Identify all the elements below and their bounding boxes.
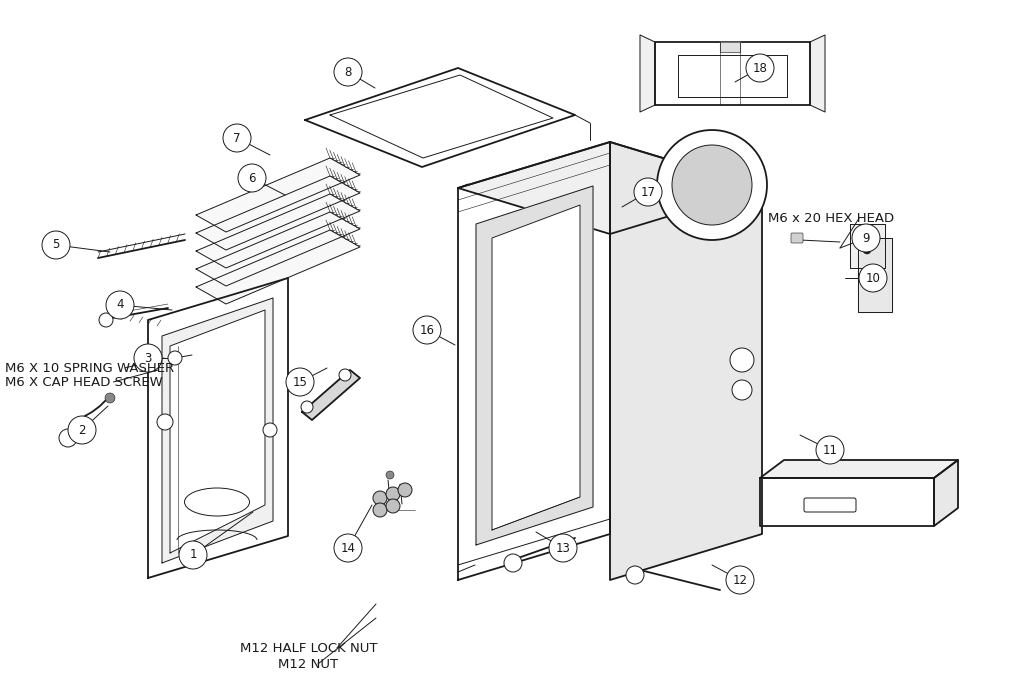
Circle shape bbox=[238, 164, 266, 192]
Polygon shape bbox=[302, 370, 360, 420]
Circle shape bbox=[386, 487, 400, 501]
Circle shape bbox=[42, 231, 70, 259]
Polygon shape bbox=[655, 42, 810, 105]
Text: M6 X 10 SPRING WASHER: M6 X 10 SPRING WASHER bbox=[5, 361, 174, 374]
Circle shape bbox=[179, 541, 207, 569]
Circle shape bbox=[223, 124, 251, 152]
Circle shape bbox=[726, 566, 754, 594]
Text: M6 X CAP HEAD SCREW: M6 X CAP HEAD SCREW bbox=[5, 375, 163, 389]
Circle shape bbox=[59, 429, 77, 447]
Text: 13: 13 bbox=[556, 542, 571, 554]
Polygon shape bbox=[196, 212, 360, 286]
Polygon shape bbox=[330, 75, 553, 158]
Circle shape bbox=[99, 313, 113, 327]
Text: M6 x 20 HEX HEAD: M6 x 20 HEX HEAD bbox=[768, 211, 894, 225]
Text: 8: 8 bbox=[345, 66, 352, 78]
Text: 3: 3 bbox=[144, 351, 152, 365]
Circle shape bbox=[504, 554, 522, 572]
Circle shape bbox=[68, 416, 96, 444]
Circle shape bbox=[105, 393, 115, 403]
Polygon shape bbox=[196, 158, 360, 232]
Circle shape bbox=[816, 436, 844, 464]
Circle shape bbox=[732, 380, 752, 400]
Polygon shape bbox=[760, 478, 934, 526]
Text: 6: 6 bbox=[248, 172, 256, 185]
Circle shape bbox=[634, 178, 662, 206]
Text: 11: 11 bbox=[822, 444, 838, 456]
Text: 10: 10 bbox=[866, 272, 880, 284]
Polygon shape bbox=[640, 35, 655, 112]
FancyBboxPatch shape bbox=[804, 498, 856, 512]
Circle shape bbox=[334, 58, 362, 86]
Text: 17: 17 bbox=[641, 186, 655, 199]
Polygon shape bbox=[760, 460, 958, 478]
Circle shape bbox=[626, 566, 644, 584]
Polygon shape bbox=[162, 298, 273, 563]
Text: 12: 12 bbox=[732, 573, 747, 587]
Ellipse shape bbox=[185, 488, 249, 516]
Text: 14: 14 bbox=[341, 542, 356, 554]
Circle shape bbox=[134, 344, 162, 372]
Circle shape bbox=[386, 471, 394, 479]
Circle shape bbox=[157, 414, 173, 430]
Circle shape bbox=[672, 145, 752, 225]
Circle shape bbox=[657, 130, 767, 240]
Circle shape bbox=[730, 348, 754, 372]
Text: 15: 15 bbox=[293, 375, 307, 389]
Polygon shape bbox=[810, 35, 825, 112]
FancyBboxPatch shape bbox=[791, 233, 803, 243]
Polygon shape bbox=[610, 142, 762, 580]
Text: M12 NUT: M12 NUT bbox=[278, 657, 338, 671]
Text: 4: 4 bbox=[117, 298, 124, 312]
Polygon shape bbox=[858, 238, 892, 312]
Polygon shape bbox=[850, 224, 885, 268]
Polygon shape bbox=[458, 142, 762, 234]
Circle shape bbox=[286, 368, 314, 396]
Text: 16: 16 bbox=[420, 323, 435, 337]
Text: M12 HALF LOCK NUT: M12 HALF LOCK NUT bbox=[240, 641, 377, 654]
Polygon shape bbox=[492, 205, 580, 530]
Circle shape bbox=[373, 503, 387, 517]
Circle shape bbox=[301, 401, 313, 413]
Circle shape bbox=[334, 534, 362, 562]
Circle shape bbox=[746, 54, 774, 82]
Circle shape bbox=[549, 534, 577, 562]
Text: 18: 18 bbox=[752, 62, 768, 74]
Circle shape bbox=[168, 351, 182, 365]
Polygon shape bbox=[458, 142, 610, 580]
Text: 9: 9 bbox=[862, 232, 870, 244]
Text: 7: 7 bbox=[233, 132, 240, 144]
Polygon shape bbox=[476, 186, 593, 545]
Polygon shape bbox=[934, 460, 958, 526]
Circle shape bbox=[863, 246, 871, 254]
Text: 2: 2 bbox=[78, 424, 86, 437]
Circle shape bbox=[859, 264, 887, 292]
Polygon shape bbox=[196, 230, 360, 304]
Polygon shape bbox=[678, 55, 787, 97]
Polygon shape bbox=[196, 176, 360, 250]
Circle shape bbox=[852, 224, 880, 252]
Circle shape bbox=[413, 316, 441, 344]
Circle shape bbox=[386, 499, 400, 513]
Polygon shape bbox=[170, 310, 265, 553]
Polygon shape bbox=[196, 194, 360, 268]
Text: 5: 5 bbox=[53, 239, 60, 251]
Circle shape bbox=[399, 483, 412, 497]
Circle shape bbox=[373, 491, 387, 505]
Polygon shape bbox=[720, 42, 740, 52]
Circle shape bbox=[339, 369, 351, 381]
Polygon shape bbox=[148, 278, 288, 578]
Text: 1: 1 bbox=[190, 549, 197, 561]
Circle shape bbox=[263, 423, 277, 437]
Circle shape bbox=[106, 291, 134, 319]
Polygon shape bbox=[305, 68, 575, 167]
